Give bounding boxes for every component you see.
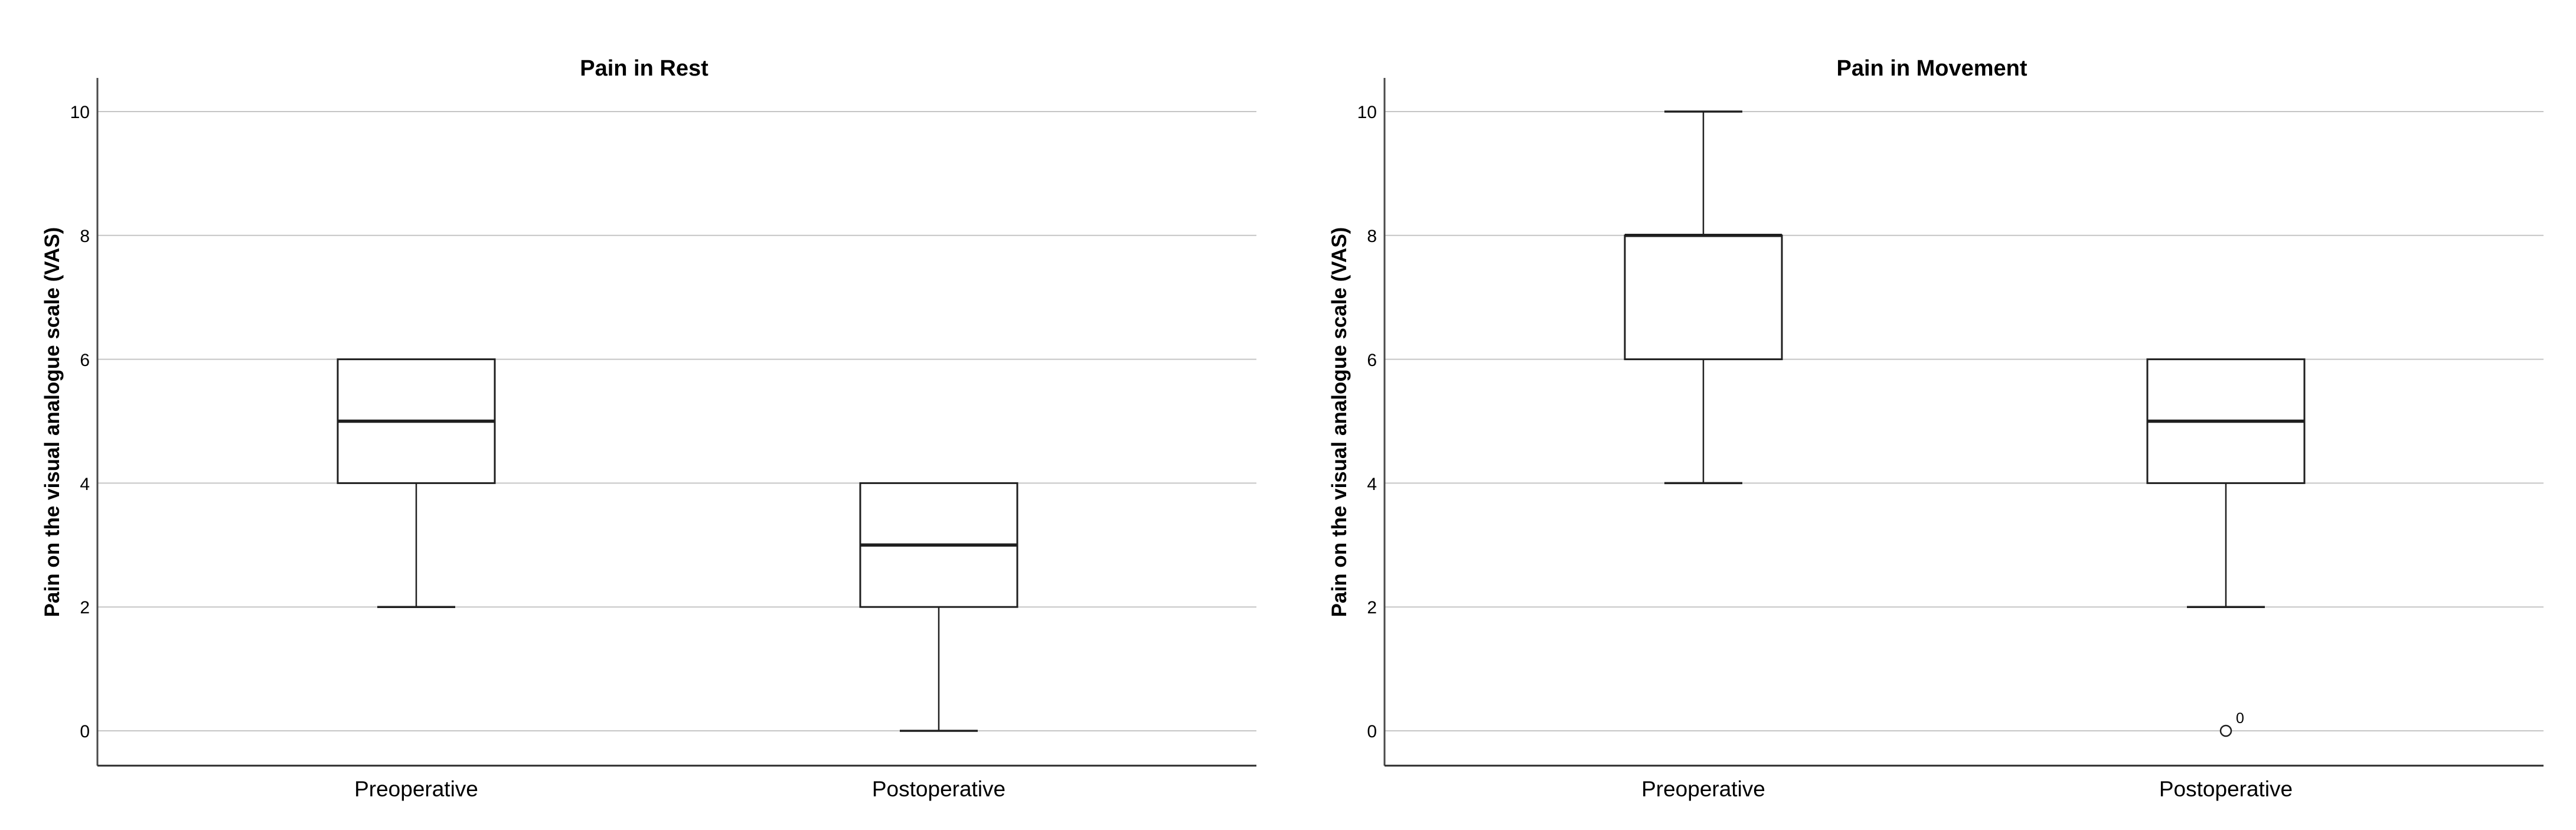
box-preoperative bbox=[1624, 234, 1783, 361]
category-label-preoperative: Preoperative bbox=[1641, 777, 1765, 801]
category-label-postoperative: Postoperative bbox=[2159, 777, 2293, 801]
y-axis-title: Pain on the visual analogue scale (VAS) bbox=[1328, 227, 1351, 617]
category-label-postoperative: Postoperative bbox=[872, 777, 1005, 801]
y-tick-label: 0 bbox=[80, 722, 90, 741]
outlier-point bbox=[2219, 724, 2232, 737]
y-axis-title: Pain on the visual analogue scale (VAS) bbox=[41, 227, 64, 617]
plot-area-rest bbox=[96, 78, 1256, 767]
x-category-labels: Preoperative Postoperative bbox=[354, 777, 1005, 801]
y-tick-label: 8 bbox=[1367, 227, 1377, 246]
x-category-labels: Preoperative Postoperative bbox=[1641, 777, 2293, 801]
y-tick-label: 6 bbox=[1367, 351, 1377, 370]
y-tick-label: 10 bbox=[1357, 103, 1377, 122]
y-tick-label: 4 bbox=[1367, 475, 1377, 494]
chart-pain-in-rest: Pain in Rest Pain on the visual analogue… bbox=[41, 56, 1256, 801]
y-tick-label: 6 bbox=[80, 351, 90, 370]
outlier-label: 0 bbox=[2236, 710, 2244, 727]
y-tick-label: 8 bbox=[80, 227, 90, 246]
category-label-preoperative: Preoperative bbox=[354, 777, 478, 801]
chart-title: Pain in Rest bbox=[580, 56, 709, 81]
chart-pain-in-movement: 0 Pain in Movement Pain on the visual an… bbox=[1328, 56, 2544, 801]
y-tick-labels: 0 2 4 6 8 10 bbox=[1357, 103, 1377, 741]
chart-title: Pain in Movement bbox=[1836, 56, 2027, 81]
y-tick-label: 2 bbox=[80, 598, 90, 617]
plot-area-movement: 0 bbox=[1383, 78, 2544, 767]
y-tick-label: 2 bbox=[1367, 598, 1377, 617]
y-tick-label: 4 bbox=[80, 475, 90, 494]
y-tick-label: 0 bbox=[1367, 722, 1377, 741]
y-tick-label: 10 bbox=[70, 103, 90, 122]
y-tick-labels: 0 2 4 6 8 10 bbox=[70, 103, 90, 741]
